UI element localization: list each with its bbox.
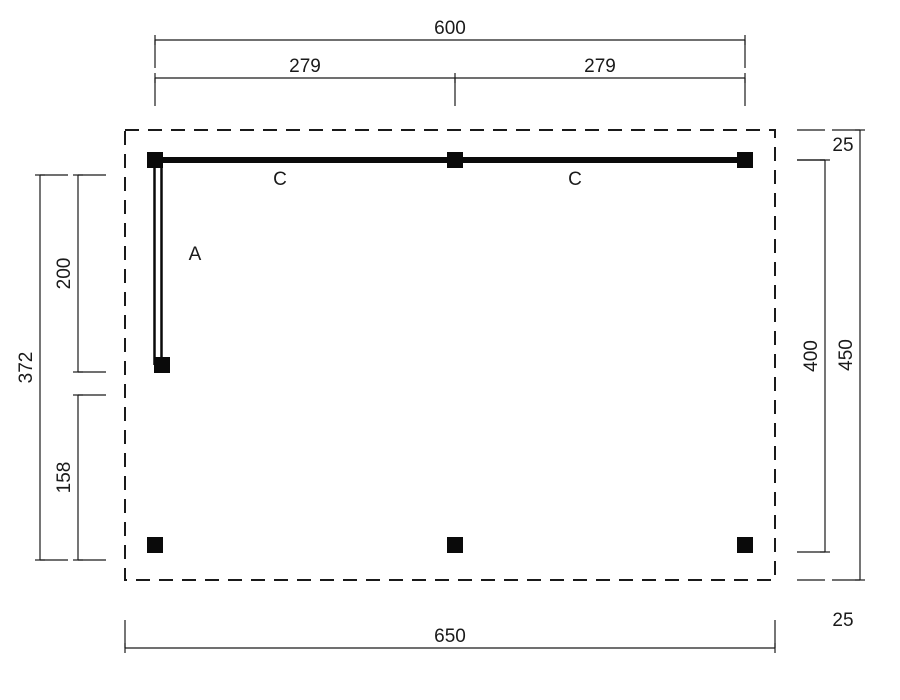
dim-value-158: 158 [54,462,75,494]
dim-value-650: 650 [434,626,466,647]
dim-value-400: 400 [801,340,822,372]
dim-value-279-r: 279 [584,56,616,77]
dim-value-200: 200 [54,258,75,290]
post-3 [154,357,170,373]
dim-value-25-bot: 25 [832,610,853,631]
label-c-1: C [273,169,287,190]
dim-value-25-top: 25 [832,135,853,156]
label-c-2: C [568,169,582,190]
post-5 [447,537,463,553]
dim-value-372: 372 [16,352,37,384]
dim-value-450: 450 [836,339,857,371]
post-4 [147,537,163,553]
post-2 [737,152,753,168]
dim-value-279-l: 279 [289,56,321,77]
post-1 [447,152,463,168]
label-a: A [189,244,202,265]
plan-boundary [125,130,775,580]
post-0 [147,152,163,168]
dim-value-600: 600 [434,18,466,39]
post-6 [737,537,753,553]
